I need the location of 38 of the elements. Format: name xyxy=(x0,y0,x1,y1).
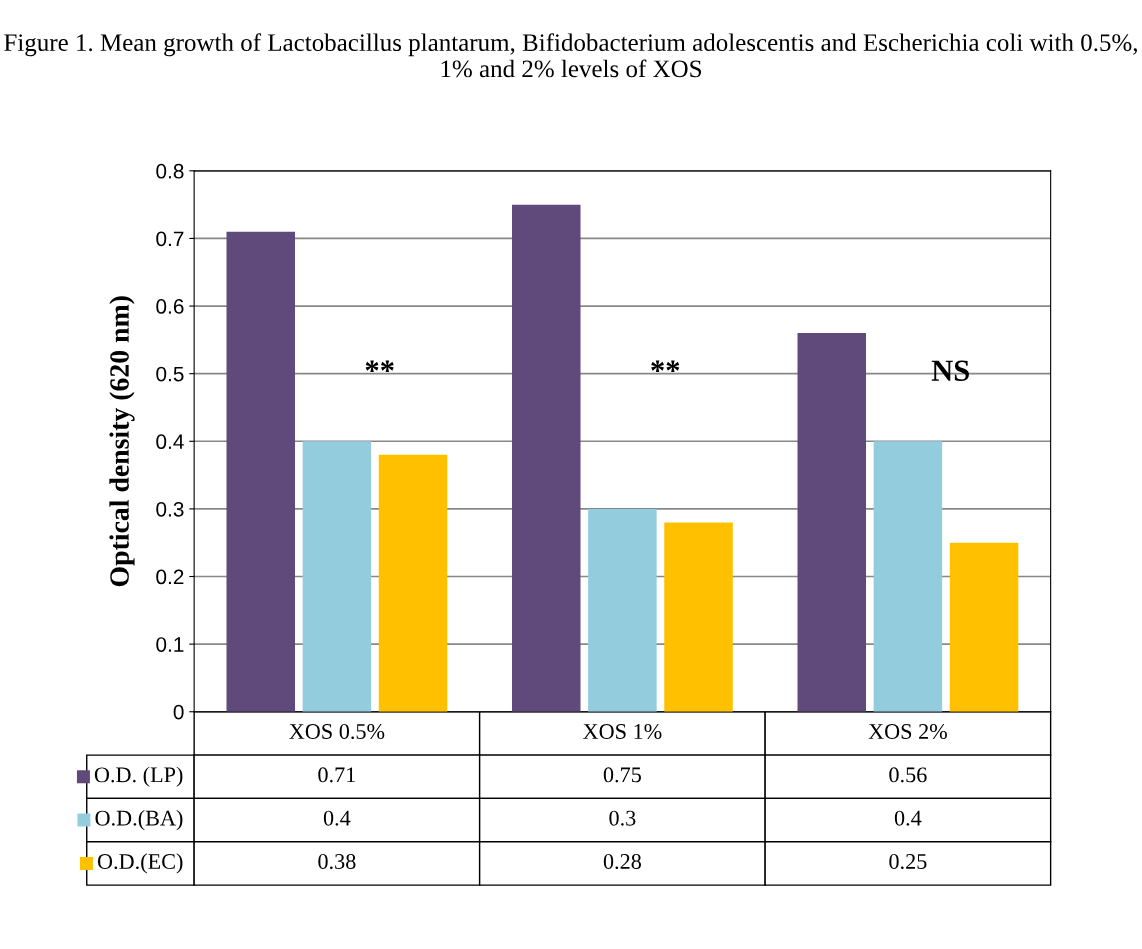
legend-label: O.D. (LP) xyxy=(94,766,183,787)
annotation: ** xyxy=(365,360,394,373)
data-label: 0.75 xyxy=(603,767,641,783)
bar xyxy=(588,508,657,712)
x-tick-label: XOS 2% xyxy=(868,723,947,740)
y-tick-label: 0.8 xyxy=(156,163,184,179)
y-tick-label: 0.2 xyxy=(156,569,184,585)
chart-title: Figure 1. Mean growth of Lactobacillus plantarum, Bifidobacterium adolescentis and Escherichia coli with 0.5%, 1% and 2% levels of XOS xyxy=(4,33,1137,78)
bar xyxy=(949,542,1019,712)
bar xyxy=(226,231,296,712)
data-label: 0.25 xyxy=(889,853,927,870)
y-tick-label: 0.6 xyxy=(156,299,184,314)
y-tick-label: 0.1 xyxy=(156,637,184,652)
bar xyxy=(512,204,581,712)
annotation: ** xyxy=(651,360,680,373)
x-tick-label: XOS 0.5% xyxy=(289,723,385,740)
y-tick-label: 0.4 xyxy=(156,434,184,450)
y-axis-title: Optical density (620 nm) xyxy=(109,296,135,587)
legend-label: O.D.(BA) xyxy=(95,810,183,831)
data-label: 0.3 xyxy=(609,810,636,826)
y-tick-label: 0.7 xyxy=(156,231,184,247)
data-label: 0.71 xyxy=(318,767,355,783)
bar xyxy=(302,441,372,712)
annotation: NS xyxy=(931,360,969,381)
data-label: 0.28 xyxy=(603,853,641,870)
y-tick-label: 0.3 xyxy=(156,501,184,517)
data-label: 0.38 xyxy=(318,853,356,870)
bar xyxy=(873,441,943,712)
bar xyxy=(378,454,448,712)
data-label: 0.4 xyxy=(894,810,922,826)
x-tick-label: XOS 1% xyxy=(583,723,662,740)
legend-label: O.D.(EC) xyxy=(97,853,183,874)
y-tick-label: 0 xyxy=(173,704,184,720)
y-tick-label: 0.5 xyxy=(156,366,184,382)
bar xyxy=(664,522,733,712)
bar xyxy=(797,333,867,712)
data-label: 0.56 xyxy=(889,767,927,783)
data-label: 0.4 xyxy=(323,810,351,826)
